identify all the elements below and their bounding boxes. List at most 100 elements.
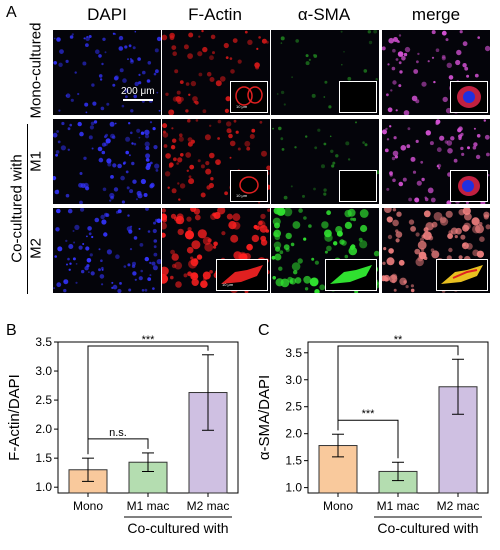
cell-dot [416,60,419,64]
cell-dot [169,35,175,41]
cell-dot [210,34,216,40]
cell-dot [175,281,182,288]
cell-dot [295,39,299,43]
cell-dot [332,161,336,165]
cell-dot [423,210,431,218]
cell-dot [414,248,421,255]
cell-dot [71,33,74,36]
cell-dot [455,59,461,66]
cell-dot [291,76,293,79]
inset-cell-icon [221,265,263,284]
row-group-bracket [27,124,28,294]
cell-dot [145,146,150,151]
cell-dot [72,230,75,232]
cell-dot [441,54,446,59]
cell-dot [125,136,131,142]
x-tick-label: M2 mac [437,499,480,513]
cell-dot [395,231,403,238]
cell-dot [66,263,68,266]
cell-dot [84,102,89,107]
cell-dot [87,226,92,231]
cell-dot [162,208,166,213]
y-tick-label: 3.0 [285,373,302,387]
cell-dot [172,51,177,56]
cell-dot [382,46,386,51]
cell-dot [183,273,188,278]
cell-dot [476,134,481,138]
cell-dot [448,247,453,253]
image-m1-sma [271,119,379,204]
cell-dot [251,234,260,243]
cell-dot [392,150,399,157]
cell-dot [308,224,312,228]
cell-dot [194,214,201,221]
cell-dot [68,244,74,249]
dapi-nuclei-m2 [53,208,161,293]
cell-dot [305,54,309,58]
cell-dot [191,278,199,286]
cell-dot [430,197,436,203]
cell-dot [273,241,282,249]
cell-dot [89,253,93,257]
cell-dot [340,30,343,33]
cell-dot [69,123,72,127]
cell-dot [435,119,441,125]
cell-dot [460,132,464,136]
cell-dot [311,257,315,261]
cell-dot [173,216,179,221]
cell-dot [170,275,174,280]
cell-dot [275,246,281,252]
cell-dot [88,135,93,140]
cell-dot [93,120,98,124]
cell-dot [323,188,327,192]
image-mono-sma [271,30,379,115]
cell-dot [228,133,233,139]
cell-dot [202,46,208,53]
inset-nucleus-icon [458,176,480,196]
cell-dot [145,158,150,162]
cell-dot [57,246,63,252]
cell-dot [185,82,190,86]
cell-dot [125,95,128,99]
cell-dot [190,256,194,260]
cell-dot [112,163,117,168]
cell-dot [247,39,253,45]
cell-dot [147,230,151,233]
cell-dot [226,121,232,127]
cell-dot [341,63,343,66]
cell-dot [117,209,122,214]
cell-dot [74,71,77,74]
cell-dot [95,49,100,54]
cell-dot [80,208,85,212]
cell-dot [308,58,311,61]
cell-dot [209,77,215,82]
cell-dot [292,221,301,229]
cell-dot [412,170,417,174]
cell-dot [67,127,71,131]
cell-dot [303,275,312,284]
cell-dot [104,135,107,139]
row-label-mono: Mono-cultured [27,22,45,119]
cell-dot [209,152,215,159]
cell-dot [186,169,189,172]
cell-dot [162,130,166,134]
cell-dot [303,237,307,241]
cell-dot [206,185,211,190]
cell-dot [197,229,207,239]
cell-dot [132,271,137,276]
cell-dot [335,226,343,234]
cell-dot [59,49,64,54]
inset-mono-sma [339,81,377,113]
cell-dot [392,208,397,212]
cell-dot [460,146,464,151]
cell-dot [406,144,411,149]
cell-dot [343,51,345,53]
cell-dot [196,254,203,260]
cell-dot [187,53,193,59]
cell-dot [294,146,297,149]
cell-dot [328,105,332,109]
error-bar [202,354,214,431]
cell-dot [212,212,217,217]
cell-dot [225,56,229,59]
cell-dot [138,73,141,76]
